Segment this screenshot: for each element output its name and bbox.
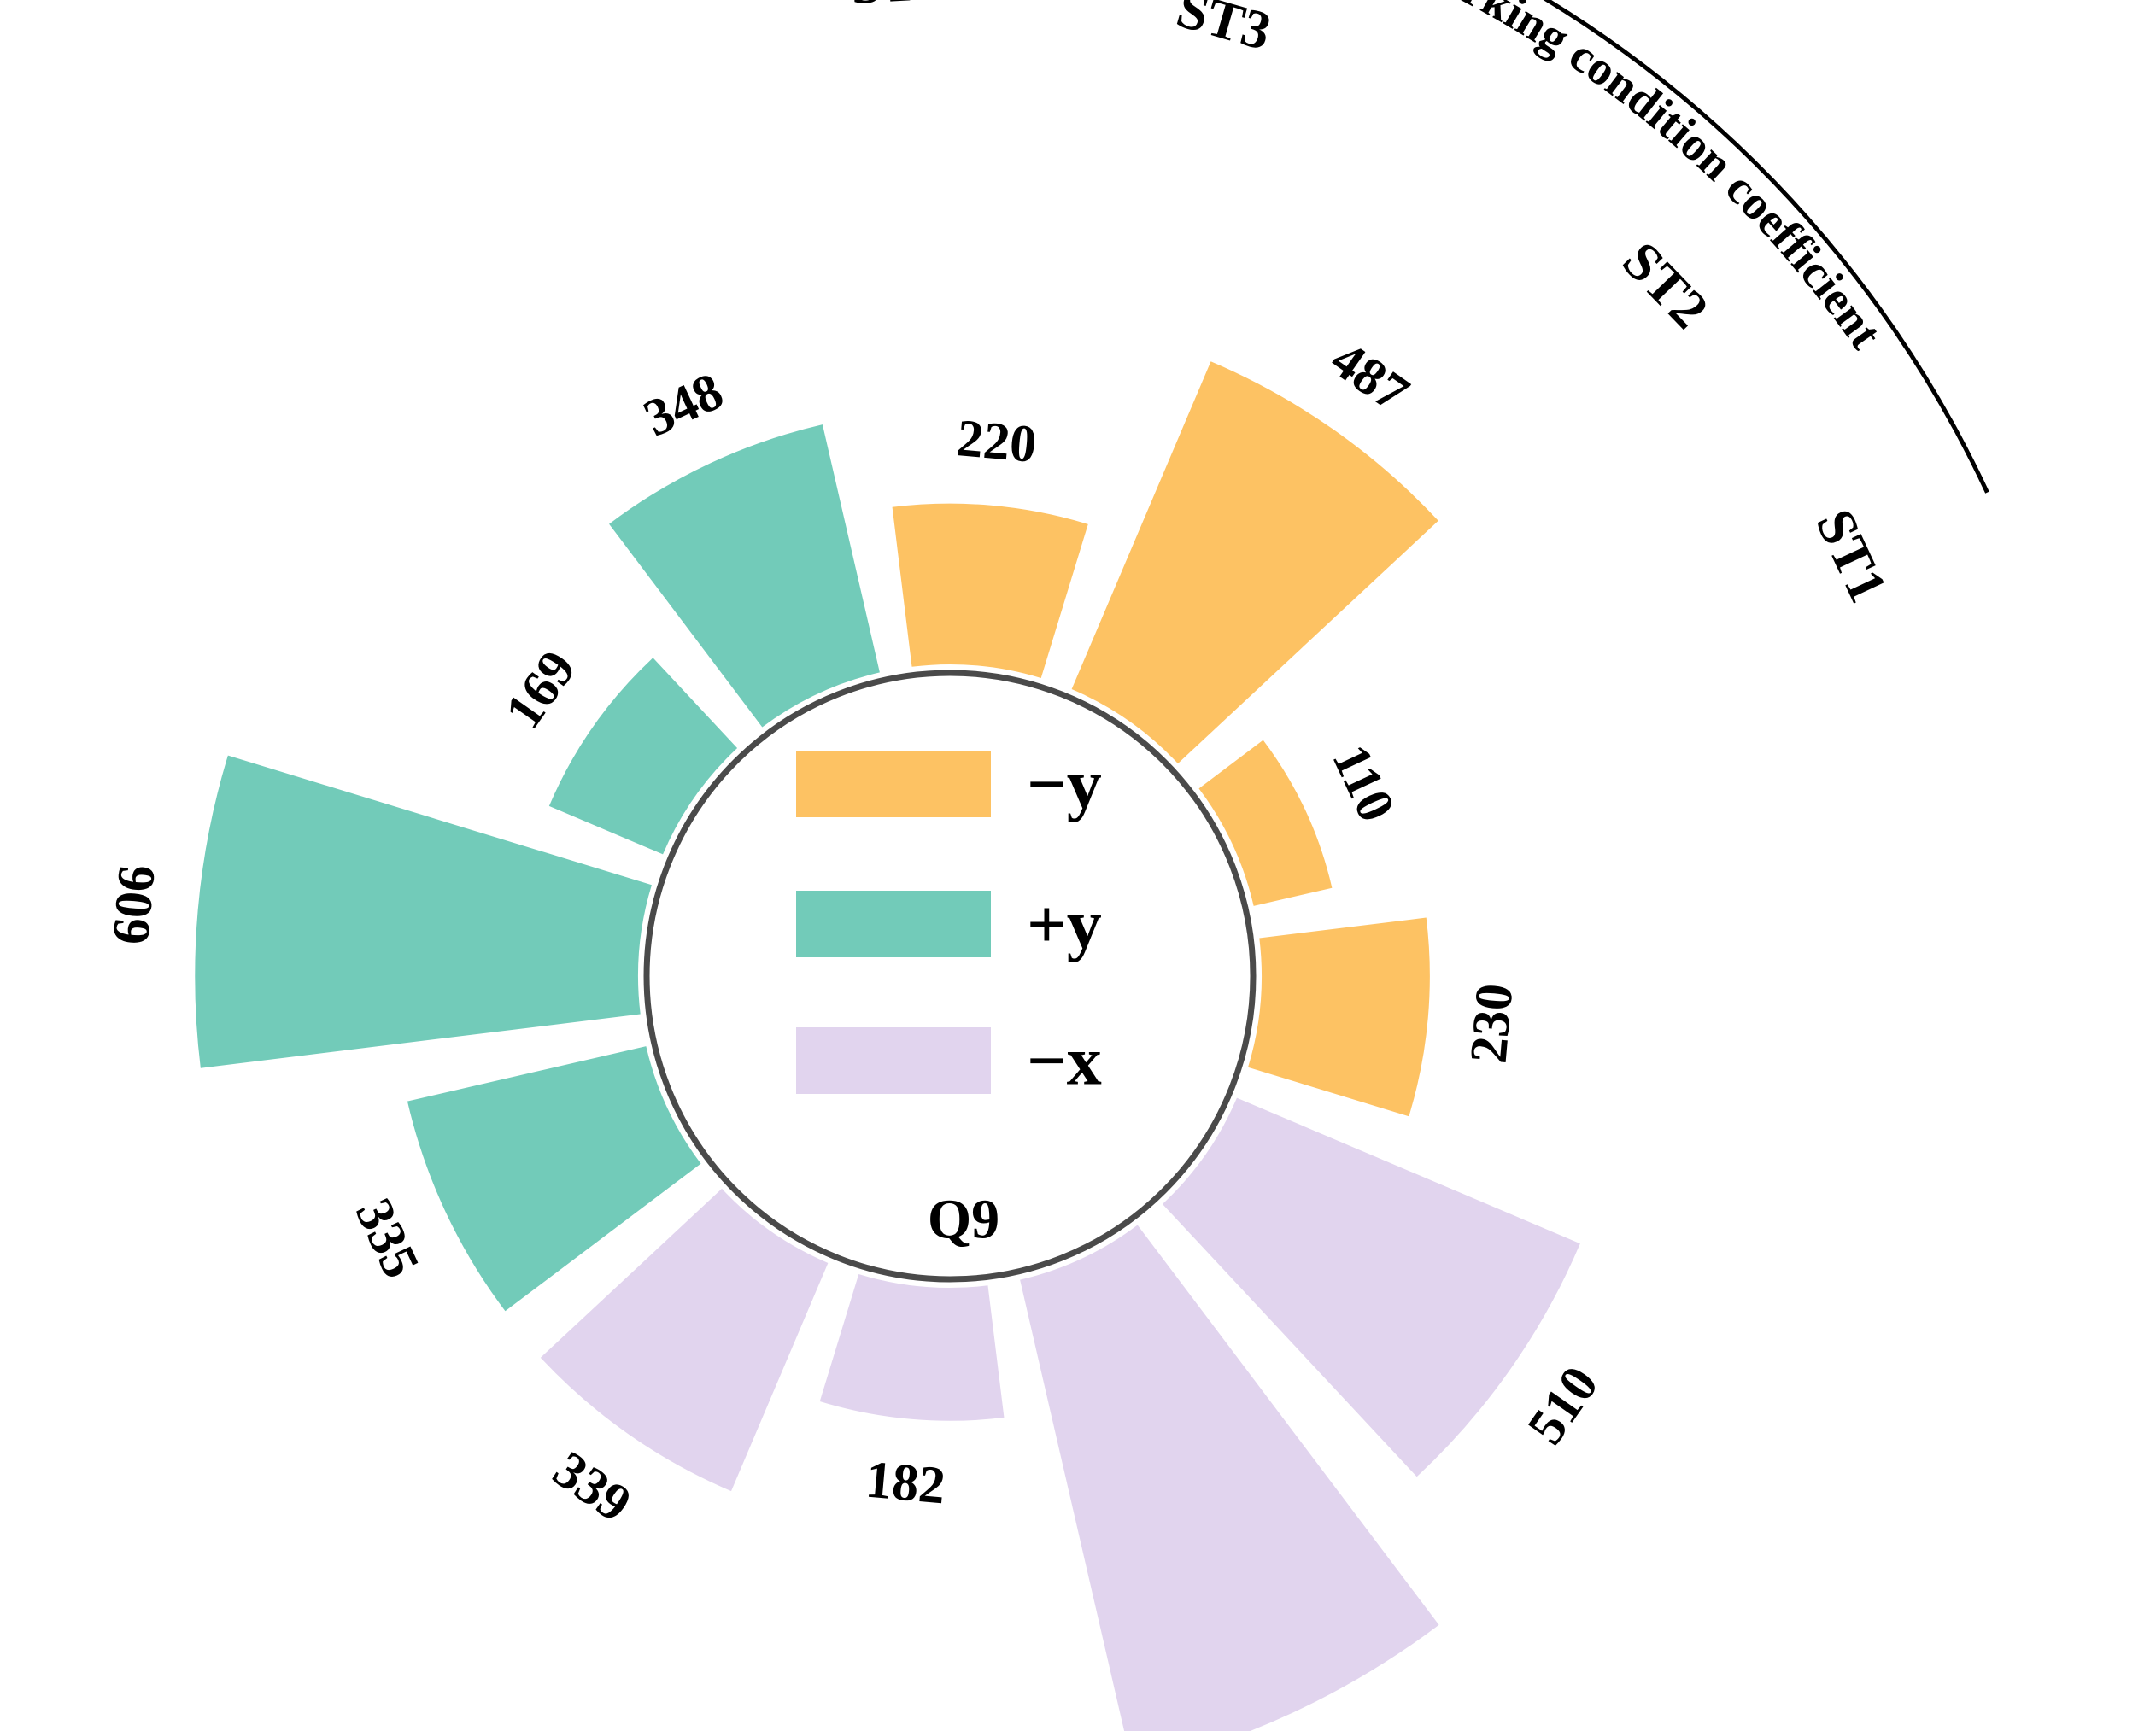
value-label-2: 110 [1321,736,1405,830]
value-label-4: 220 [954,409,1039,474]
value-label-12: 510 [1517,1356,1610,1454]
legend-swatch-3 [796,1027,991,1094]
bar-10 [819,1274,1005,1421]
value-label-7: 606 [102,863,167,947]
value-label-11: 685 [1272,1728,1368,1731]
value-label-10: 182 [864,1451,948,1516]
bar-3 [1071,361,1438,764]
value-label-6: 169 [495,640,588,739]
legend-label-3: −x [1027,1022,1102,1100]
center-circle [643,670,1257,1283]
value-label-9: 339 [543,1441,642,1534]
legend-swatch-2 [796,891,991,957]
stage-label-st4: ST4 [849,0,946,15]
bar-1 [1248,917,1430,1117]
bar-4 [892,503,1088,678]
bar-12 [1162,1097,1580,1477]
bar-6 [548,658,738,855]
bar-8 [407,1046,701,1312]
legend-label-2: +y [1027,886,1102,963]
bar-11 [1020,1225,1439,1731]
legend-swatch-1 [796,751,991,817]
center-label: Q9 [928,1189,999,1251]
value-label-1: 230 [1460,981,1525,1066]
arc-arrow [1543,0,1989,494]
value-label-5: 348 [636,362,732,448]
bar-2 [1198,740,1333,906]
stage-label-st1: ST1 [1804,500,1899,611]
bar-5 [609,424,880,728]
value-label-8: 335 [344,1190,431,1287]
legend: −y +y −x [796,746,1102,1100]
stage-label-st3: ST3 [1170,0,1278,61]
bar-7 [195,755,652,1068]
bars-layer [195,361,1580,1731]
stage-label-st2: ST2 [1611,230,1720,340]
legend-label-1: −y [1027,746,1102,823]
bar-9 [540,1188,829,1492]
value-label-3: 487 [1321,330,1419,424]
